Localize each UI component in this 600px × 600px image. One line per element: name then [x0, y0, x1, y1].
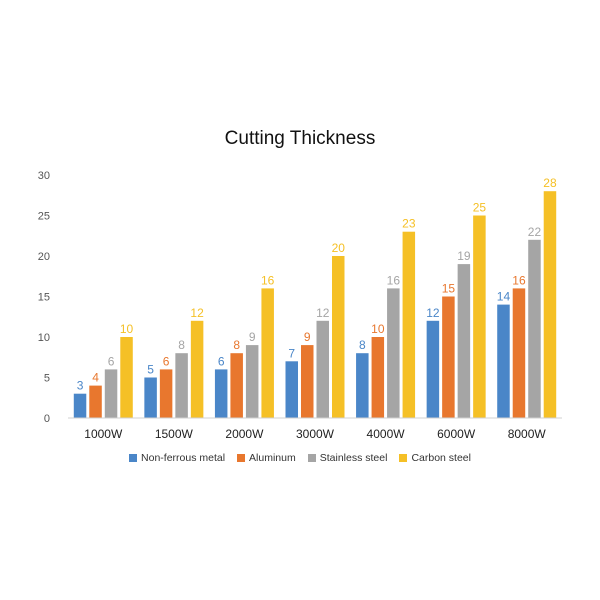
bar: [426, 320, 440, 418]
bar: [473, 215, 486, 418]
bars-group: 3461056812689167912208101623121519251416…: [73, 176, 557, 418]
data-label: 6: [218, 354, 225, 368]
bar: [120, 337, 133, 418]
data-label: 8: [359, 338, 366, 352]
legend-swatch: [129, 454, 138, 462]
data-label: 6: [163, 354, 170, 368]
data-label: 8: [178, 338, 185, 352]
bar: [190, 320, 204, 418]
x-tick-label: 1500W: [155, 427, 194, 441]
data-label: 25: [473, 201, 487, 215]
data-label: 16: [387, 273, 401, 287]
bar: [175, 353, 188, 418]
data-label: 22: [528, 225, 542, 239]
bar: [230, 353, 243, 418]
chart-title: Cutting Thickness: [224, 128, 376, 149]
data-label: 20: [332, 241, 346, 255]
data-label: 19: [457, 249, 471, 263]
bar: [387, 288, 400, 418]
bar: [457, 264, 471, 418]
bar: [144, 377, 157, 418]
bar: [316, 320, 329, 418]
legend: Non-ferrous metal Aluminum Stainless steel…: [0, 452, 600, 464]
x-tick-label: 3000W: [296, 427, 335, 441]
data-label: 6: [108, 354, 115, 368]
data-label: 28: [543, 176, 557, 190]
bar: [402, 231, 416, 418]
y-tick-label: 15: [38, 292, 50, 304]
data-label: 5: [147, 363, 154, 377]
y-tick-label: 10: [38, 332, 50, 344]
bar: [245, 345, 259, 418]
legend-label: Non-ferrous metal: [141, 452, 226, 464]
data-label: 10: [371, 322, 385, 336]
y-tick-label: 0: [44, 413, 50, 425]
bar: [442, 296, 455, 418]
bar: [73, 393, 87, 418]
bar: [512, 288, 526, 418]
x-tick-label: 4000W: [367, 427, 406, 441]
x-tick-label: 6000W: [437, 427, 476, 441]
y-tick-label: 25: [38, 211, 50, 223]
data-label: 12: [316, 306, 330, 320]
x-axis: 1000W 1500W 2000W 3000W 4000W 6000W 8000W: [68, 417, 562, 441]
legend-label: Stainless steel: [319, 452, 388, 464]
bar: [332, 256, 345, 418]
data-label: 23: [402, 217, 416, 231]
bar: [543, 191, 557, 418]
data-label: 9: [304, 330, 311, 344]
legend-item: Carbon steel: [399, 452, 471, 464]
legend-label: Aluminum: [249, 452, 296, 464]
data-label: 8: [233, 338, 240, 352]
bar: [497, 304, 510, 418]
data-label: 12: [426, 306, 440, 320]
data-label: 15: [442, 282, 456, 296]
x-tick-label: 8000W: [508, 427, 547, 441]
bar: [159, 369, 173, 418]
data-label: 10: [120, 322, 134, 336]
data-label: 14: [497, 290, 511, 304]
legend-item: Aluminum: [237, 452, 296, 464]
bar: [301, 345, 314, 418]
bar: [214, 369, 228, 418]
y-tick-label: 20: [38, 251, 50, 263]
bar: [356, 353, 369, 418]
bar: [528, 239, 541, 418]
bar: [89, 385, 102, 418]
legend-item: Stainless steel: [307, 452, 388, 464]
legend-swatch: [399, 454, 408, 462]
bar: [285, 361, 298, 418]
data-label: 3: [77, 379, 84, 393]
data-label: 12: [190, 306, 204, 320]
legend-swatch: [237, 454, 246, 462]
data-label: 16: [261, 273, 275, 287]
y-tick-label: 30: [38, 170, 50, 182]
data-label: 16: [512, 273, 526, 287]
x-tick-label: 1000W: [84, 427, 123, 441]
data-label: 7: [288, 346, 295, 360]
y-axis: 0 5 10 15 20 25 30: [38, 170, 50, 425]
y-tick-label: 5: [44, 373, 50, 385]
data-label: 9: [249, 330, 256, 344]
bar: [371, 337, 385, 418]
bar: [261, 288, 274, 418]
x-tick-label: 2000W: [225, 427, 264, 441]
legend-swatch: [307, 454, 316, 462]
bar: [104, 369, 118, 418]
data-label: 4: [92, 371, 99, 385]
legend-item: Non-ferrous metal: [129, 452, 225, 464]
legend-label: Carbon steel: [411, 452, 471, 464]
